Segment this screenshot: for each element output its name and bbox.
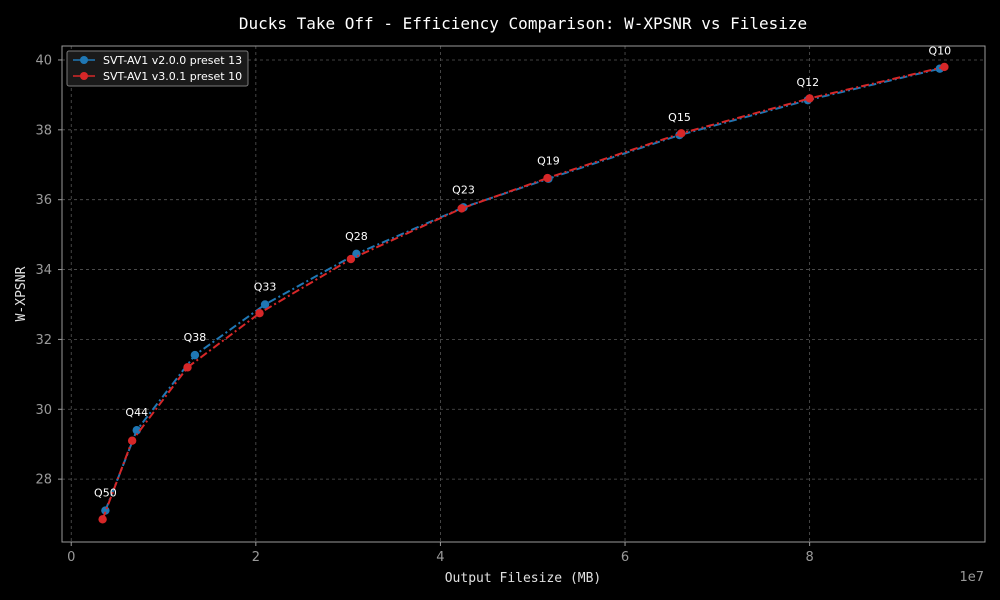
series-line-1 [101,65,945,520]
data-point-series-0 [132,426,141,435]
point-label: Q44 [125,406,148,419]
point-label: Q15 [668,111,691,124]
y-tick-label: 32 [35,333,52,348]
x-tick-label: 8 [805,550,813,565]
legend-label-series-1: SVT-AV1 v3.0.1 preset 10 [103,70,242,83]
data-point-series-0 [260,300,270,309]
x-tick-label: 4 [436,550,444,565]
y-tick-label: 28 [35,473,52,488]
data-point-series-1 [346,254,356,264]
point-label: Q23 [452,183,475,196]
point-annotations: Q50 Q44 Q38 Q33 Q28 Q23 Q19 Q15 Q12 Q10 [94,45,951,500]
y-axis-label: W-XPSNR [14,266,29,321]
x-tick-label: 6 [621,550,629,565]
point-label: Q12 [796,76,819,89]
series-group [98,62,949,524]
data-point-series-1 [183,363,192,372]
legend: SVT-AV1 v2.0.0 preset 13 SVT-AV1 v3.0.1 … [66,50,249,87]
legend-marker-series-0 [80,56,88,64]
point-label: Q28 [345,230,368,243]
axis-ticks: 0 2 4 6 8 28 30 32 34 36 38 40 [35,53,813,565]
data-point-series-1 [805,94,814,103]
x-tick-label: 0 [67,550,75,565]
legend-label-series-0: SVT-AV1 v2.0.0 preset 13 [103,54,242,67]
y-tick-label: 36 [35,193,52,208]
y-tick-label: 38 [35,123,52,138]
grid [62,46,985,542]
data-point-series-1 [543,173,552,183]
point-label: Q10 [928,45,951,58]
chart-title: Ducks Take Off - Efficiency Comparison: … [239,14,807,33]
point-label: Q50 [94,487,117,500]
series-line-0 [104,67,941,511]
x-axis-label: Output Filesize (MB) [445,571,602,586]
data-point-series-1 [255,309,264,318]
data-point-series-1 [127,436,137,445]
plot-area-frame [61,45,986,543]
point-label: Q38 [184,331,207,344]
x-tick-label: 2 [252,550,260,565]
data-point-series-1 [677,129,686,138]
legend-box [66,50,249,87]
point-label: Q33 [254,280,277,293]
y-tick-label: 34 [35,263,52,278]
data-point-series-1 [98,515,107,524]
x-axis-offset-label: 1e7 [959,570,984,585]
y-tick-label: 40 [35,53,52,68]
data-point-series-0 [190,350,200,360]
data-point-series-1 [940,62,949,72]
data-point-series-1 [457,204,466,213]
legend-marker-series-1 [80,72,88,80]
y-tick-label: 30 [35,403,52,418]
point-label: Q19 [537,155,560,168]
